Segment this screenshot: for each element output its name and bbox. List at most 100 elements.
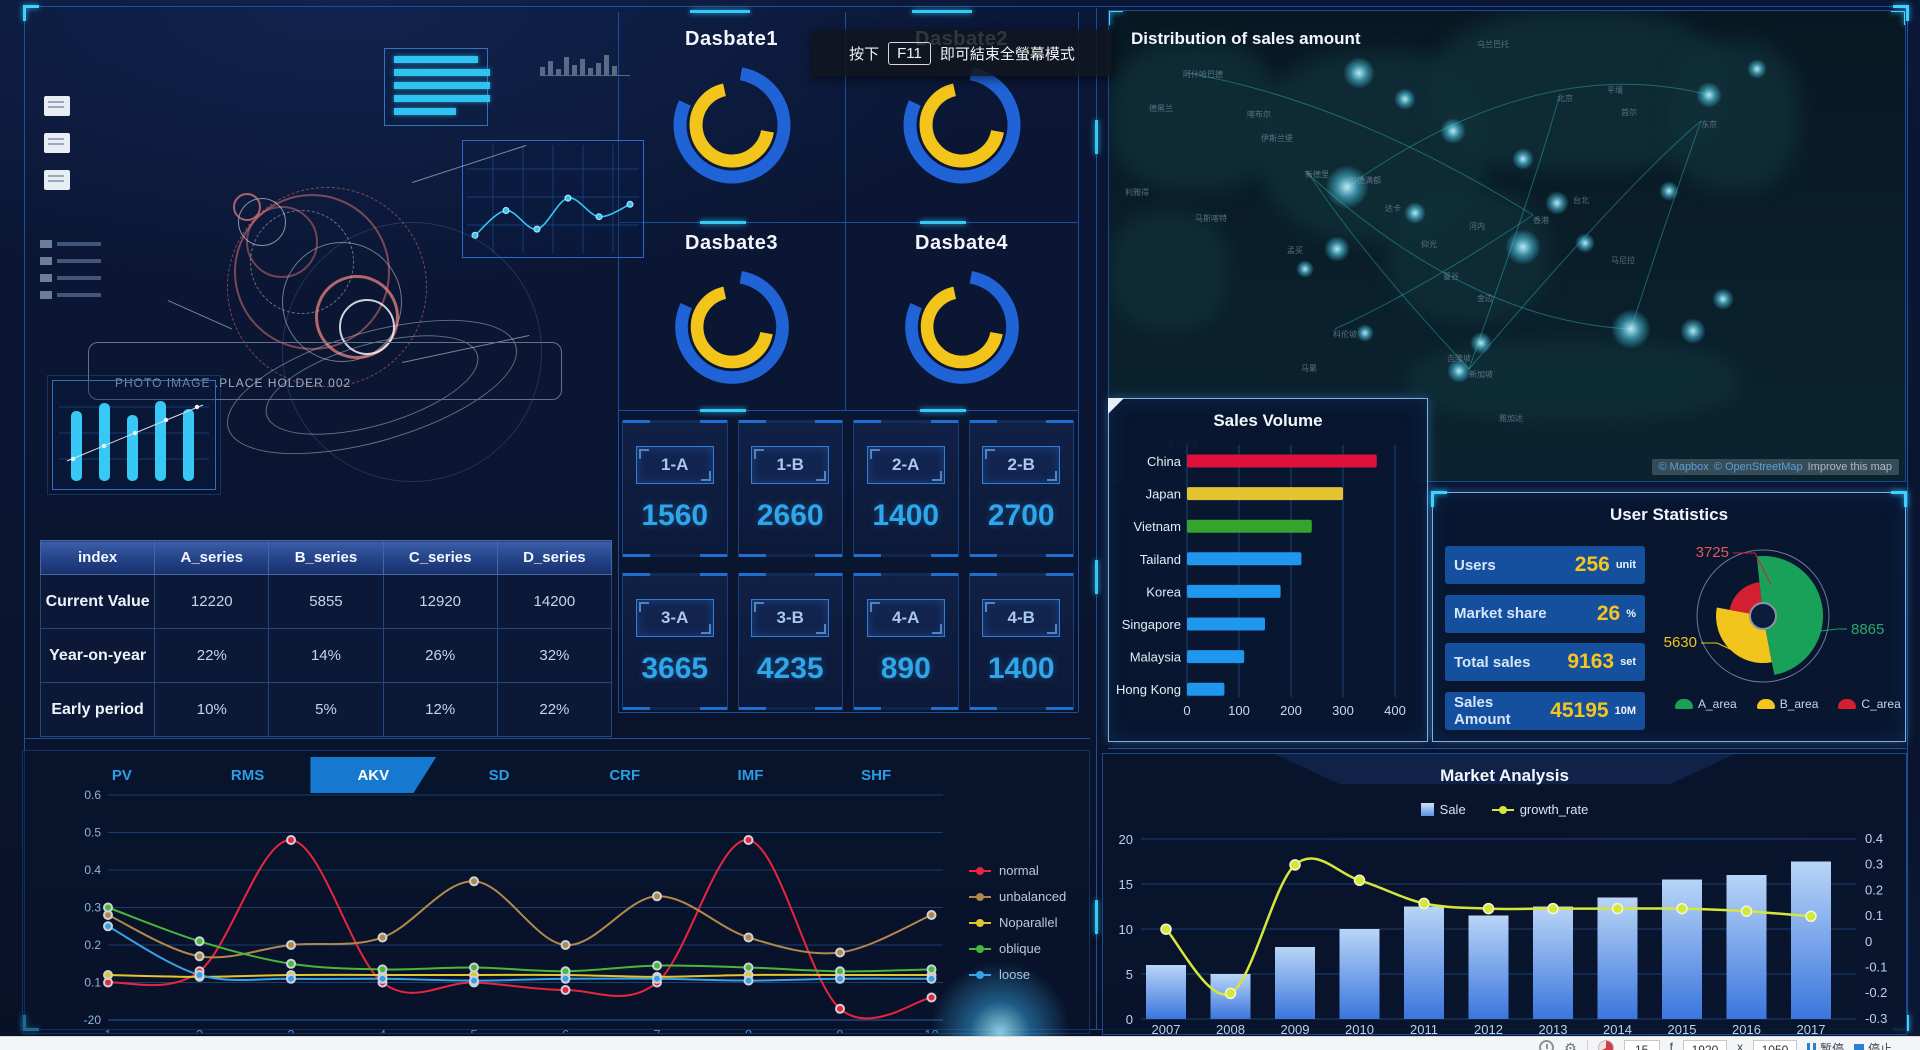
edge-tick xyxy=(912,10,972,13)
city-label: 仰光 xyxy=(1421,240,1437,249)
legend-item-normal[interactable]: normal xyxy=(969,863,1066,878)
stat-card: 1-A 1560 xyxy=(622,420,728,557)
svg-text:2009: 2009 xyxy=(1281,1022,1310,1034)
svg-text:9: 9 xyxy=(836,1027,843,1033)
table-cell: 12920 xyxy=(382,574,498,629)
legend-item-oblique[interactable]: oblique xyxy=(969,941,1066,956)
pause-button[interactable]: 暂停 xyxy=(1806,1040,1844,1050)
tab-shf[interactable]: SHF xyxy=(861,766,892,784)
sales-map[interactable]: 乌兰巴托 北京 平壤 首尔 东京 德黑兰 阿什哈巴德 喀布尔 伊斯兰堡 新德里 加德满都 达卡 孟买 科伦… xyxy=(1108,10,1906,482)
legend-item-growth-rate[interactable]: growth_rate xyxy=(1491,802,1588,817)
svg-text:3: 3 xyxy=(287,1027,294,1033)
user-stat-unit: unit xyxy=(1615,559,1636,571)
city-label: 马累 xyxy=(1301,364,1317,373)
svg-text:100: 100 xyxy=(1228,703,1250,718)
map-attribution: © Mapbox © OpenStreetMap Improve this ma… xyxy=(1651,459,1899,475)
city-label: 喀布尔 xyxy=(1247,110,1271,119)
stat-card-grid: 1-A 1560 1-B 2660 2-A 1400 2-B 2700 3-A 3665 3-B 42… xyxy=(622,420,1074,710)
gauge-dasbate1: Dasbate1 xyxy=(618,12,845,222)
table-cell: Early period xyxy=(39,682,156,737)
city-label: 河内 xyxy=(1469,222,1485,231)
osm-link[interactable]: © OpenStreetMap xyxy=(1713,461,1803,473)
edge-tick xyxy=(700,221,746,224)
separator xyxy=(24,738,1090,739)
svg-text:Tailand: Tailand xyxy=(1140,552,1181,567)
glow-point xyxy=(1545,191,1569,215)
series-marker-icon xyxy=(969,866,991,875)
tab-sd[interactable]: SD xyxy=(488,766,510,784)
user-stat-row: Sales Amount 45195 10M xyxy=(1445,691,1645,730)
panel-corner-icon xyxy=(1109,11,1123,25)
legend-item-unbalanced[interactable]: unbalanced xyxy=(969,889,1066,904)
tab-crf[interactable]: CRF xyxy=(609,766,641,784)
fan-icon xyxy=(1675,699,1693,709)
stop-button[interactable]: 停止 xyxy=(1853,1040,1892,1050)
svg-text:5630: 5630 xyxy=(1664,634,1697,651)
table-cell: 26% xyxy=(382,628,498,683)
market-analysis-title: Market Analysis xyxy=(1440,766,1569,785)
glow-point xyxy=(1324,236,1350,262)
tab-akv[interactable]: AKV xyxy=(310,757,437,793)
user-stat-value: 45195 xyxy=(1550,698,1609,722)
svg-text:3725: 3725 xyxy=(1696,544,1729,561)
list-decor xyxy=(40,240,110,308)
width-input[interactable]: 1920 xyxy=(1682,1040,1727,1050)
fan-icon xyxy=(1838,699,1857,709)
panel-corner-icon xyxy=(1891,11,1905,25)
toast-prefix: 按下 xyxy=(849,45,880,63)
svg-text:0.2: 0.2 xyxy=(1865,882,1883,897)
mini-line-chart xyxy=(462,140,644,258)
gauge-title: Dasbate3 xyxy=(685,232,778,254)
sales-volume-panel: Sales Volume 0 100 200 300 400 China Japan Viet… xyxy=(1108,398,1428,742)
tab-rms[interactable]: RMS xyxy=(230,766,265,784)
growth-rate-marker-icon xyxy=(1491,806,1514,814)
user-stat-unit: set xyxy=(1620,656,1636,668)
market-analysis-panel: Market Analysis Sale growth_rate 20 15 10 5… xyxy=(1102,753,1907,1035)
pie-legend-item[interactable]: A_area xyxy=(1675,697,1737,711)
height-input[interactable]: 1050 xyxy=(1752,1040,1797,1050)
svg-text:200: 200 xyxy=(1280,703,1302,718)
svg-text:0.1: 0.1 xyxy=(84,976,101,990)
gear-icon[interactable]: ⚙ xyxy=(1564,1040,1577,1050)
edge-tick xyxy=(1095,120,1098,154)
table-row: Current Value 12220 5855 12920 14200 xyxy=(39,574,613,629)
series-table: index A_series B_series C_series D_series Cur… xyxy=(39,540,613,737)
svg-text:0: 0 xyxy=(1126,1012,1133,1027)
pie-legend-item[interactable]: B_area xyxy=(1756,697,1818,711)
svg-text:2008: 2008 xyxy=(1216,1022,1245,1034)
timer-icon[interactable] xyxy=(1539,1040,1555,1050)
connector-line-decor xyxy=(167,300,232,330)
corner-fold-icon xyxy=(1108,398,1124,414)
improve-map-link[interactable]: Improve this map xyxy=(1807,461,1892,473)
tab-imf[interactable]: IMF xyxy=(737,766,764,784)
stat-card-badge: 3-A xyxy=(635,599,714,637)
fps-input[interactable]: 15 xyxy=(1623,1040,1660,1050)
stop-icon xyxy=(1853,1043,1864,1050)
table-cell: Year-on-year xyxy=(39,628,156,683)
document-icon xyxy=(44,133,70,153)
tab-pv[interactable]: PV xyxy=(111,766,132,784)
turbine-ring-decor xyxy=(233,193,261,221)
document-icons xyxy=(44,96,78,207)
sales-volume-title: Sales Volume xyxy=(1213,411,1323,430)
series-marker-icon xyxy=(969,944,991,953)
svg-text:8865: 8865 xyxy=(1851,621,1884,638)
svg-text:Korea: Korea xyxy=(1146,584,1181,599)
table-cell: Current Value xyxy=(39,574,156,629)
pie-legend-item[interactable]: C_area xyxy=(1838,697,1901,711)
separator xyxy=(618,410,1078,411)
fullscreen-toast: 按下 F11 即可結束全螢幕模式 xyxy=(812,30,1112,76)
svg-text:5: 5 xyxy=(470,1027,477,1033)
series-marker-icon xyxy=(969,892,991,901)
svg-text:10: 10 xyxy=(1119,922,1133,937)
separator xyxy=(618,222,1078,223)
legend-item-noparallel[interactable]: Noparallel xyxy=(969,915,1066,930)
user-stat-label: Total sales xyxy=(1454,653,1531,671)
legend-item-sale[interactable]: Sale xyxy=(1420,802,1466,817)
glow-point xyxy=(1325,165,1369,209)
mapbox-link[interactable]: © Mapbox xyxy=(1658,461,1709,473)
sales-volume-chart: 0 100 200 300 400 China Japan Vietnam Tailand Kor… xyxy=(1116,445,1406,718)
city-label: 伊斯兰堡 xyxy=(1261,134,1293,143)
